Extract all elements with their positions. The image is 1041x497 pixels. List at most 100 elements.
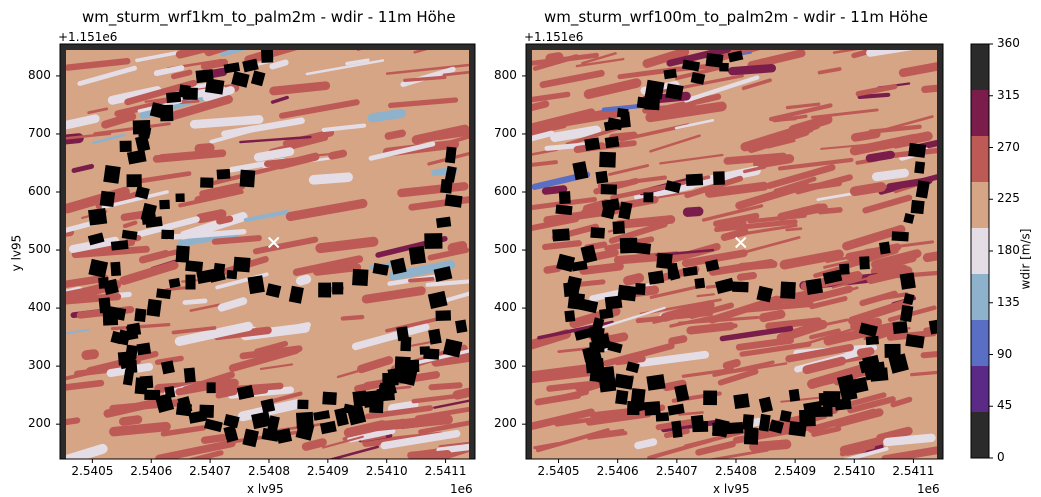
wind-field-streak [367, 108, 406, 123]
wind-field-streak [660, 300, 715, 322]
wind-field-streak [428, 382, 463, 391]
building-block [756, 285, 773, 303]
wind-field-streak [811, 426, 842, 437]
building-block [159, 199, 170, 210]
wind-field-streak [60, 114, 100, 136]
building-block [600, 184, 618, 195]
wind-field-streak [681, 367, 735, 378]
building-block [226, 270, 238, 280]
wind-field-streak [855, 83, 898, 97]
building-block [119, 140, 132, 153]
wind-field-streak [608, 164, 650, 176]
wind-field-streak [269, 59, 289, 70]
wind-field-streak [194, 182, 246, 204]
wind-field-streak [189, 303, 221, 312]
wind-field-streak [601, 103, 647, 112]
domain-edge [469, 44, 475, 459]
wind-field-streak [745, 223, 798, 235]
wind-field-streak [447, 240, 468, 253]
building-block [188, 410, 208, 424]
building-block [195, 69, 214, 84]
building-block [727, 50, 744, 63]
building-block [149, 102, 170, 120]
wind-field-streak [736, 271, 757, 281]
wind-field-streak [831, 268, 903, 289]
wind-field-streak [807, 362, 873, 389]
x-tick-label: 2.5409 [306, 464, 349, 478]
building-block [598, 374, 617, 393]
building-block [891, 231, 909, 242]
wind-field-streak [565, 125, 623, 147]
building-block [908, 142, 927, 158]
building-block [566, 275, 582, 292]
building-block [644, 79, 665, 100]
building-block [555, 204, 573, 216]
building-block [617, 284, 637, 302]
building-block [667, 403, 685, 416]
wind-field-streak [541, 240, 582, 251]
wind-field-streak [295, 274, 312, 286]
building-block [126, 174, 142, 188]
wind-field-streak [328, 149, 348, 160]
building-block [223, 425, 239, 443]
building-block [779, 410, 792, 423]
building-block [136, 342, 152, 356]
building-block [261, 49, 274, 63]
wind-field-streak [833, 408, 884, 428]
building-block [589, 342, 605, 353]
wind-field-streak [720, 323, 738, 330]
building-block [435, 216, 452, 229]
x-tick-label: 2.5411 [424, 464, 467, 478]
building-block [780, 281, 796, 299]
building-block [584, 137, 601, 152]
building-block [295, 421, 315, 441]
building-block [646, 374, 666, 391]
wind-field-streak [574, 381, 595, 392]
x-tick-label: 2.5406 [596, 464, 639, 478]
x-tick-label: 2.5408 [714, 464, 757, 478]
wind-field-streak [101, 190, 169, 210]
building-block [126, 149, 147, 165]
wind-field-streak [101, 112, 137, 129]
wind-field-streak [666, 45, 732, 67]
building-block [313, 410, 331, 421]
building-block [655, 412, 670, 422]
wind-field-streak [124, 79, 197, 106]
building-block [758, 413, 771, 432]
building-block [377, 382, 390, 398]
building-block [442, 338, 463, 358]
wind-field-streak [677, 315, 760, 325]
wind-field-streak [689, 448, 769, 459]
building-block [606, 117, 623, 131]
building-block [239, 169, 256, 188]
colorbar-segment [971, 412, 989, 458]
building-block [743, 427, 759, 445]
building-block [288, 285, 304, 304]
building-block [265, 283, 282, 298]
wind-field-streak [681, 249, 748, 268]
wind-field-streak [163, 249, 180, 257]
domain-edge [60, 44, 66, 459]
wind-field-streak [252, 236, 319, 255]
wind-field-streak [526, 108, 596, 132]
wind-field-streak [737, 236, 801, 256]
building-block [643, 192, 654, 203]
colorbar-tick-label: 225 [997, 191, 1020, 206]
wind-field-streak [634, 438, 658, 450]
building-block [99, 190, 116, 208]
building-block [682, 266, 698, 277]
wind-field-streak [411, 124, 470, 145]
building-block [444, 194, 463, 208]
y-tick-label: 200 [494, 416, 517, 431]
wind-field-streak [269, 81, 331, 96]
building-block [233, 256, 251, 273]
wind-field-streak [215, 389, 238, 399]
wind-field-streak [857, 92, 891, 99]
wind-field-streak [809, 295, 848, 310]
domain-edge [60, 44, 475, 50]
wind-field-streak [107, 86, 162, 105]
wind-field-streak [259, 363, 294, 371]
wind-field-streak [294, 204, 341, 220]
colorbar-tick-label: 315 [997, 87, 1020, 102]
building-block [732, 281, 749, 293]
